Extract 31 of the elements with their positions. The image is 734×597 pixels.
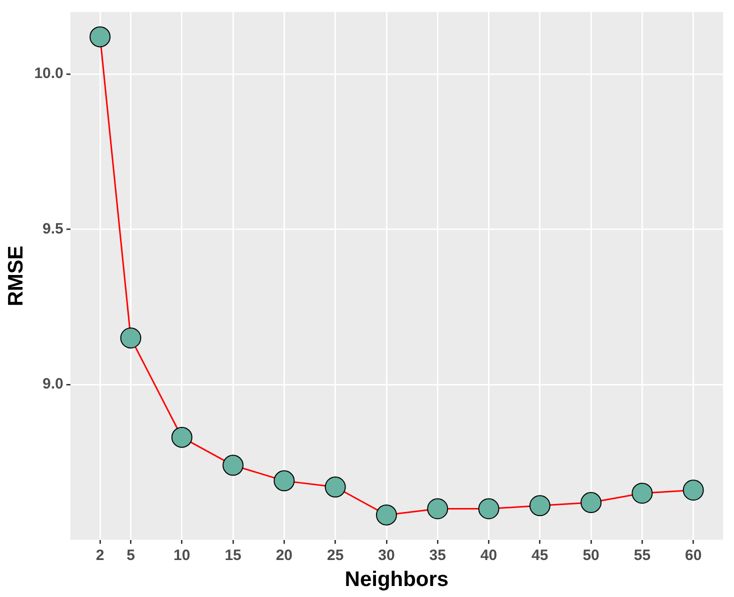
x-tick-label: 35 [429,546,446,564]
point [580,492,602,514]
point [529,495,550,516]
x-tick-label: 20 [276,546,293,564]
x-tick-label: 40 [480,546,498,564]
point [682,480,704,501]
point [427,498,448,520]
x-tick-label: 50 [582,546,600,564]
point [120,327,142,348]
x-tick-label: 45 [532,546,548,564]
x-tick-label: 25 [326,546,344,564]
x-tick-label: 2 [96,546,104,564]
x-tick-label: 5 [126,546,135,564]
y-tick-label: 9.0 [42,376,64,393]
x-tick-label: 10 [174,546,190,564]
point [222,454,244,476]
point [90,26,111,48]
point [478,498,500,520]
point [632,482,653,504]
x-axis-title: Neighbors [344,568,449,592]
y-tick-label: 10.0 [34,65,64,82]
x-tick-label: 60 [684,546,702,564]
y-axis-title: RMSE [4,246,28,306]
x-tick-label: 55 [634,546,651,564]
point [324,476,346,498]
y-tick-label: 9.5 [42,220,64,238]
point [274,470,295,492]
x-tick-label: 30 [378,546,395,564]
point [376,504,397,526]
point [171,426,192,448]
x-tick-label: 15 [224,546,242,564]
